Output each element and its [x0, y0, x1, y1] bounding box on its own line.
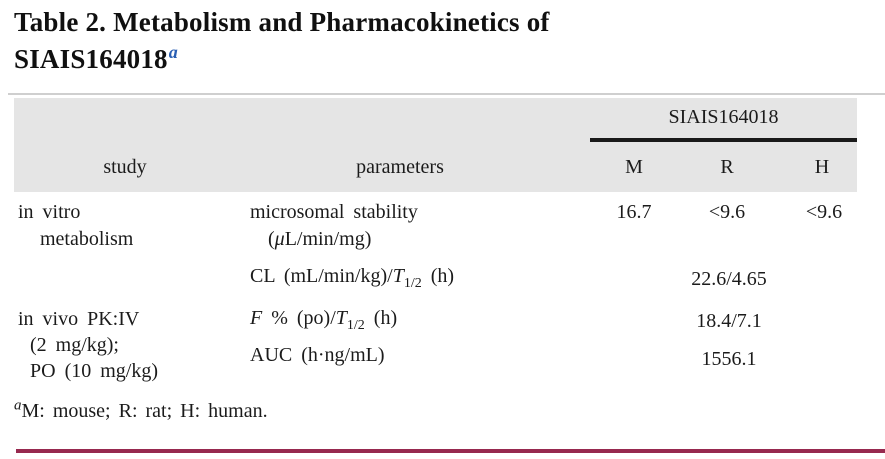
study-invitro-line2: metabolism: [40, 228, 134, 250]
col-header-parameters: parameters: [356, 156, 444, 178]
group-header-compound: SIAIS164018: [668, 106, 779, 128]
value-microsomal-m: 16.7: [616, 201, 652, 223]
param-cl-post: (h): [421, 265, 455, 287]
param-f-mid: % (po)/: [262, 307, 336, 329]
footnote-text: M: mouse; R: rat; H: human.: [21, 400, 268, 422]
param-cl-pre: CL (mL/min/kg)/: [250, 265, 393, 287]
param-microsomal-open-paren: (: [268, 228, 275, 250]
study-invivo-line2: (2 mg/kg);: [30, 334, 119, 356]
col-header-h: H: [814, 156, 830, 178]
param-auc-label: AUC (h·ng/mL): [250, 344, 385, 366]
title-footnote-mark: a: [168, 42, 178, 62]
param-microsomal-units: L/min/mg): [284, 228, 372, 250]
col-header-study: study: [103, 156, 147, 178]
study-invitro-line1: in vitro: [18, 201, 81, 223]
param-cl-label: CL (mL/min/kg)/T1/2 (h): [250, 263, 455, 291]
param-cl-sub: 1/2: [403, 276, 422, 291]
param-microsomal-mu: μ: [274, 228, 285, 250]
table-title-line1: Table 2. Metabolism and Pharmacokinetics…: [14, 7, 550, 37]
param-f-label: F % (po)/T1/2 (h): [250, 305, 398, 333]
col-header-m: M: [625, 156, 643, 178]
value-microsomal-r: <9.6: [708, 201, 746, 223]
param-cl-t: T: [392, 265, 404, 287]
col-header-r: R: [720, 156, 734, 178]
value-auc: 1556.1: [701, 348, 757, 370]
table-footnote: aM: mouse; R: rat; H: human.: [14, 397, 268, 423]
footnote-mark: a: [14, 397, 22, 414]
table-title-line2: SIAIS164018a: [14, 41, 550, 78]
value-microsomal-h: <9.6: [805, 201, 843, 223]
param-microsomal-line1: microsomal stability: [250, 201, 418, 223]
table-header-band: SIAIS164018 study parameters M R H: [14, 98, 857, 192]
param-f-sub: 1/2: [346, 318, 365, 333]
table-title: Table 2. Metabolism and Pharmacokinetics…: [14, 4, 550, 78]
study-invivo-line3: PO (10 mg/kg): [30, 360, 158, 382]
table-top-hairline: [8, 93, 885, 95]
value-f: 18.4/7.1: [696, 310, 762, 332]
group-header-rule: [590, 138, 857, 142]
value-cl: 22.6/4.65: [691, 268, 767, 290]
table-title-compound: SIAIS164018: [14, 44, 168, 74]
param-f-t: T: [335, 307, 347, 329]
study-invivo-line1: in vivo PK:IV: [18, 308, 140, 330]
param-f-f: F: [250, 307, 263, 329]
param-f-post: (h): [364, 307, 398, 329]
bottom-rule: [16, 449, 885, 453]
param-microsomal-line2: (μL/min/mg): [268, 226, 371, 252]
